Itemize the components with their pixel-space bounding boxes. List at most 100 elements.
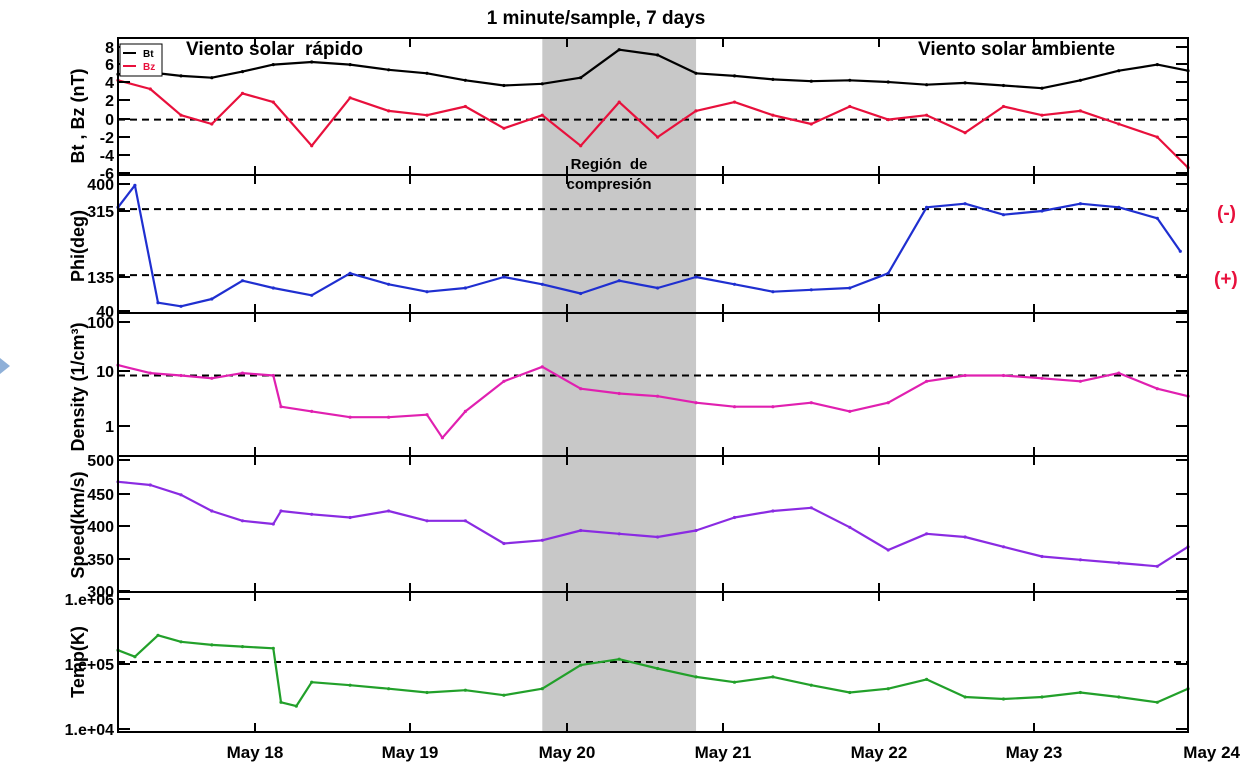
data-point-b-bt-23 bbox=[963, 81, 967, 85]
data-point-b-bt-17 bbox=[732, 74, 737, 78]
x-tick-label-4: May 22 bbox=[851, 743, 908, 762]
data-point-density-0-2 bbox=[179, 373, 183, 378]
data-point-temp-0-22 bbox=[809, 683, 813, 687]
data-point-phi-0-9 bbox=[387, 282, 391, 286]
data-point-temp-0-20 bbox=[732, 680, 737, 684]
data-point-phi-0-3 bbox=[179, 304, 183, 308]
data-point-b-bz-23 bbox=[963, 131, 967, 135]
data-point-temp-0-21 bbox=[771, 675, 775, 679]
data-point-phi-0-7 bbox=[310, 293, 314, 297]
data-point-b-bt-19 bbox=[809, 79, 813, 83]
data-point-speed-0-29 bbox=[1155, 564, 1159, 568]
data-point-speed-0-27 bbox=[1078, 558, 1082, 562]
x-tick-label-0: May 18 bbox=[227, 743, 284, 762]
data-point-density-0-27 bbox=[1040, 376, 1044, 380]
x-tick-label-5: May 23 bbox=[1006, 743, 1063, 762]
data-point-b-bz-20 bbox=[848, 104, 852, 109]
data-point-phi-0-22 bbox=[886, 271, 890, 275]
y-axis-label-b: Bt , Bz (nT) bbox=[68, 69, 88, 164]
data-point-speed-0-6 bbox=[279, 509, 283, 513]
data-point-b-bz-3 bbox=[210, 122, 214, 126]
data-point-b-bt-21 bbox=[886, 80, 890, 84]
data-point-b-bz-17 bbox=[732, 100, 737, 104]
y-tick-label-temp-0: 1.e+06 bbox=[65, 592, 114, 609]
y-tick-label-b-1: 6 bbox=[105, 57, 114, 74]
data-point-speed-0-26 bbox=[1040, 554, 1044, 559]
data-point-phi-0-25 bbox=[1001, 213, 1006, 217]
y-tick-label-b-7: -6 bbox=[100, 166, 114, 183]
data-point-phi-0-21 bbox=[848, 286, 852, 290]
data-point-phi-0-24 bbox=[963, 202, 967, 206]
data-point-density-0-4 bbox=[240, 371, 245, 375]
y-tick-label-phi-3: 40 bbox=[96, 304, 114, 321]
data-point-phi-0-16 bbox=[656, 286, 660, 290]
data-point-speed-0-11 bbox=[463, 519, 467, 523]
data-point-speed-0-5 bbox=[271, 522, 275, 526]
data-point-speed-0-17 bbox=[694, 528, 698, 533]
data-point-b-bz-27 bbox=[1117, 122, 1121, 126]
data-point-speed-0-20 bbox=[809, 506, 813, 510]
data-point-b-bz-16 bbox=[694, 109, 698, 113]
data-point-temp-0-8 bbox=[294, 704, 298, 708]
data-point-density-0-3 bbox=[210, 376, 214, 380]
data-point-b-bt-15 bbox=[656, 53, 660, 57]
data-point-density-0-23 bbox=[886, 401, 890, 405]
data-point-b-bt-12 bbox=[540, 82, 544, 86]
data-point-temp-0-5 bbox=[240, 645, 245, 649]
y-tick-label-b-4: 0 bbox=[105, 112, 114, 129]
data-point-phi-0-20 bbox=[809, 288, 813, 292]
y-tick-label-speed-2: 400 bbox=[87, 519, 114, 536]
data-point-speed-0-7 bbox=[310, 512, 314, 516]
data-point-temp-0-1 bbox=[133, 655, 137, 659]
data-point-speed-0-21 bbox=[848, 525, 852, 529]
data-point-b-bt-10 bbox=[463, 78, 467, 82]
data-point-b-bt-3 bbox=[210, 76, 214, 80]
data-point-b-bt-13 bbox=[579, 76, 583, 80]
data-point-phi-0-27 bbox=[1078, 202, 1082, 206]
data-point-phi-0-19 bbox=[771, 290, 775, 294]
y-axis-label-density: Density (1/cm³) bbox=[68, 322, 88, 451]
data-point-speed-0-9 bbox=[387, 509, 391, 513]
y-tick-label-phi-2: 135 bbox=[87, 270, 114, 287]
data-point-b-bt-8 bbox=[387, 68, 391, 72]
data-point-density-0-30 bbox=[1155, 387, 1159, 391]
data-point-speed-0-4 bbox=[240, 519, 245, 523]
data-point-phi-0-2 bbox=[156, 301, 160, 305]
data-point-b-bz-19 bbox=[809, 122, 813, 126]
data-point-temp-0-2 bbox=[156, 633, 160, 637]
data-point-temp-0-30 bbox=[1117, 695, 1121, 699]
data-point-phi-0-6 bbox=[271, 286, 275, 290]
data-point-b-bz-6 bbox=[310, 144, 314, 148]
data-point-density-0-28 bbox=[1078, 379, 1082, 383]
data-point-phi-0-23 bbox=[925, 205, 929, 209]
data-point-density-0-5 bbox=[271, 373, 275, 378]
data-point-temp-0-19 bbox=[694, 675, 698, 679]
data-point-b-bz-28 bbox=[1155, 135, 1159, 139]
y-tick-label-speed-4: 300 bbox=[87, 584, 114, 601]
data-point-speed-0-12 bbox=[502, 541, 506, 546]
x-tick-label-3: May 21 bbox=[695, 743, 752, 762]
x-tick-label-2: May 20 bbox=[539, 743, 596, 762]
data-point-phi-0-8 bbox=[348, 271, 352, 275]
data-point-density-0-16 bbox=[617, 391, 621, 396]
data-point-density-0-22 bbox=[848, 409, 852, 413]
data-point-density-0-24 bbox=[925, 379, 929, 383]
data-point-density-0-10 bbox=[425, 413, 429, 417]
data-point-phi-0-18 bbox=[732, 282, 737, 286]
data-point-b-bz-1 bbox=[148, 87, 152, 91]
data-point-b-bt-7 bbox=[348, 63, 352, 67]
legend-label-bt: Bt bbox=[143, 49, 154, 60]
data-point-b-bz-11 bbox=[502, 126, 506, 130]
data-point-temp-0-4 bbox=[210, 643, 214, 647]
data-point-density-0-18 bbox=[694, 401, 698, 405]
data-point-speed-0-10 bbox=[425, 519, 429, 523]
data-point-speed-0-23 bbox=[925, 532, 929, 536]
data-point-b-bz-8 bbox=[387, 109, 391, 113]
data-point-b-bt-26 bbox=[1078, 78, 1082, 82]
data-point-speed-0-28 bbox=[1117, 561, 1121, 565]
y-tick-label-temp-2: 1.e+04 bbox=[65, 722, 114, 739]
data-point-density-0-20 bbox=[771, 405, 775, 409]
data-point-b-bz-25 bbox=[1040, 113, 1044, 117]
data-point-b-bz-21 bbox=[886, 118, 890, 122]
